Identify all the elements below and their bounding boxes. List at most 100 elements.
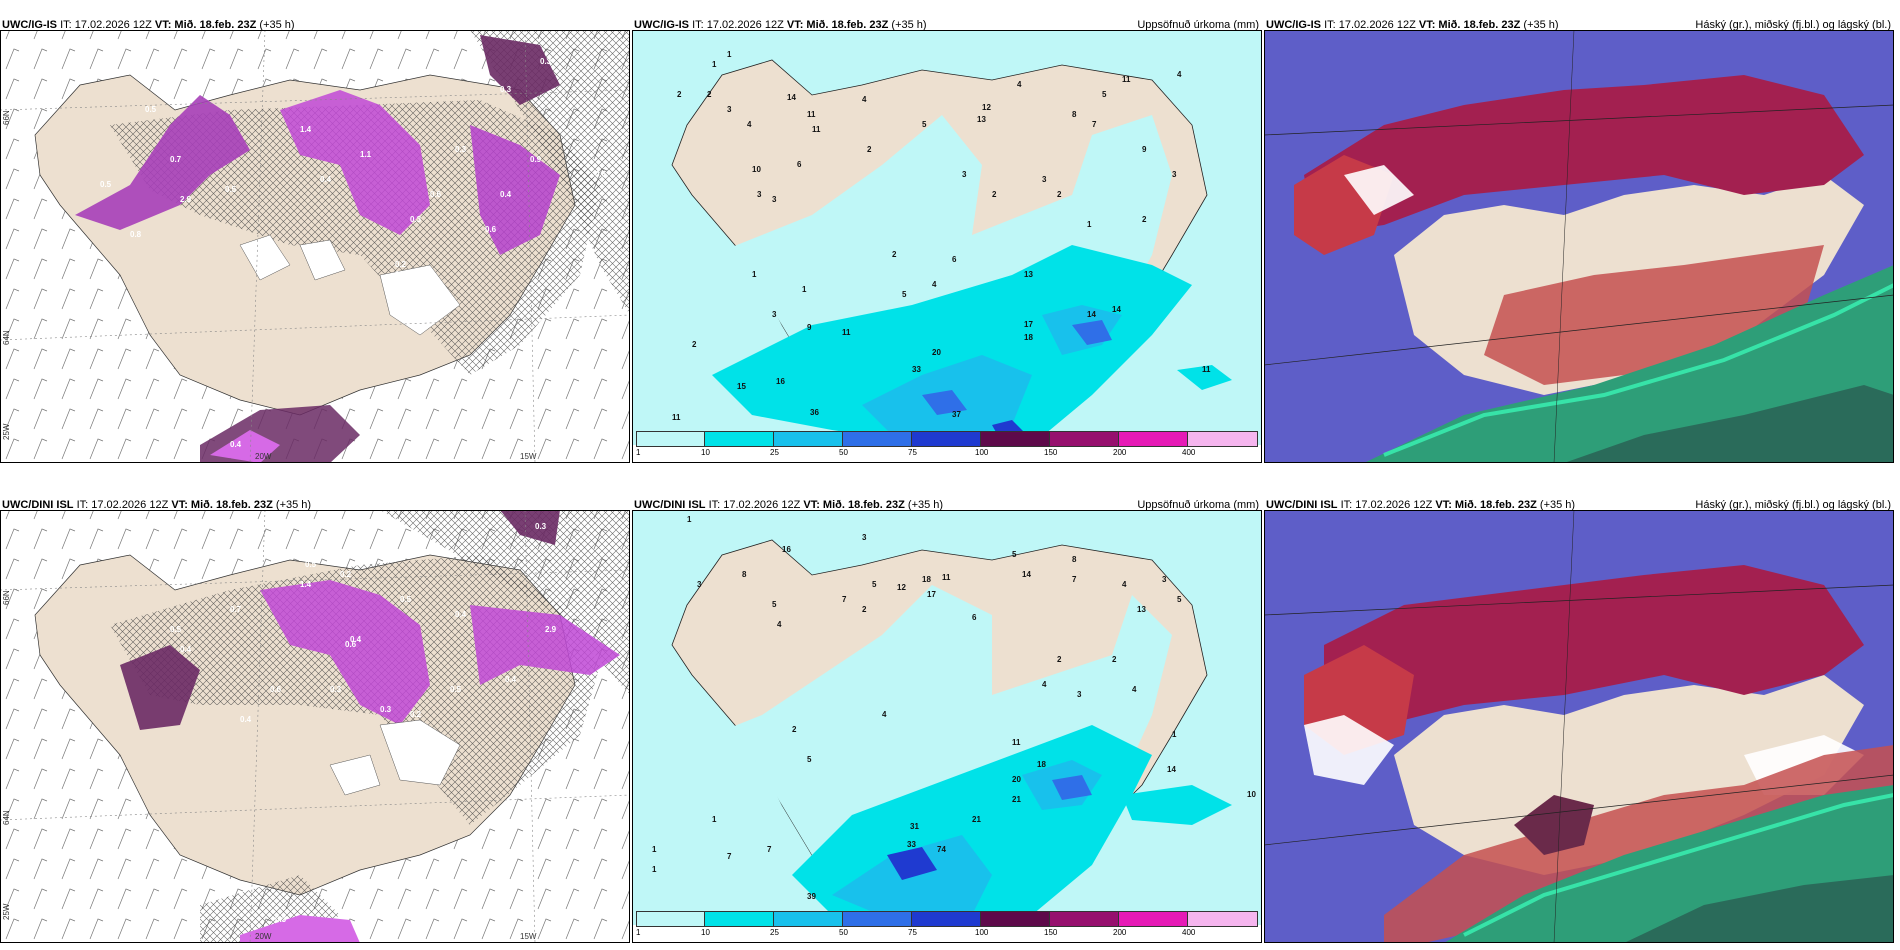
precip-value: 1 <box>752 270 757 279</box>
lead-time: (+35 h) <box>275 499 312 511</box>
snow-value: 0.6 <box>595 170 607 179</box>
precip-value: 33 <box>912 365 921 374</box>
precip-value: 8 <box>1072 555 1077 564</box>
colorbar-tick: 25 <box>770 448 779 457</box>
precip-value: 14 <box>787 93 796 102</box>
colorbar-swatch <box>912 431 981 447</box>
snow-band <box>480 35 560 105</box>
colorbar-tick: 1 <box>636 928 641 937</box>
colorbar-tick: 100 <box>975 448 989 457</box>
snow-value: 0.2 <box>395 270 407 279</box>
panel-cloud-dini: UWC/DINI ISL IT: 17.02.2026 12Z VT: Mið.… <box>1264 495 1894 943</box>
precip-map <box>632 510 1262 925</box>
precip-value: 16 <box>782 545 791 554</box>
precip-value: 11 <box>942 573 951 582</box>
snow-value: 0.6 <box>485 225 497 234</box>
colorbar-tick: 150 <box>1044 928 1058 937</box>
snow-value: 0.3 <box>535 522 547 531</box>
lead-time: (+35 h) <box>1523 19 1559 31</box>
precip-value: 3 <box>772 310 777 319</box>
snow-value: 0.5 <box>450 685 462 694</box>
precip-value: 4 <box>1132 685 1137 694</box>
white-patch <box>1304 715 1394 785</box>
valid-time: Mið. 18.feb. 23Z <box>174 19 257 31</box>
colorbar-swatch <box>1050 431 1119 447</box>
valid-label: VT: <box>154 19 172 31</box>
precip-value: 8 <box>742 570 747 579</box>
precip-value: 14 <box>1022 570 1031 579</box>
precip-value: 15 <box>737 382 746 391</box>
snow-band <box>120 645 200 730</box>
snow-value: 0.5 <box>400 595 412 604</box>
colorbar-tick: 200 <box>1113 928 1127 937</box>
precip-value: 7 <box>1092 120 1097 129</box>
colorbar-swatch <box>981 431 1050 447</box>
precip-value: 9 <box>1142 145 1147 154</box>
white-patch <box>1344 165 1414 215</box>
precip-area <box>832 835 992 920</box>
precip-value: 17 <box>927 590 936 599</box>
init-time: IT: 17.02.2026 12Z <box>76 499 169 511</box>
precip-value: 18 <box>1024 333 1033 342</box>
snow-value: 0.4 <box>230 440 242 449</box>
init-time: IT: 17.02.2026 12Z <box>60 19 152 31</box>
precip-value: 12 <box>897 583 906 592</box>
precip-value: 5 <box>1012 550 1017 559</box>
panel-field-title: Uppsöfnuð úrkoma (mm) <box>1137 499 1259 511</box>
precip-value: 3 <box>697 580 702 589</box>
cloud-mid <box>1484 245 1824 385</box>
precip-value: 4 <box>932 280 937 289</box>
precip-value: 31 <box>910 822 919 831</box>
valid-label: VT: <box>1435 499 1452 511</box>
lead-time: (+35 h) <box>907 499 944 511</box>
lead-time: (+35 h) <box>1539 499 1576 511</box>
precip-value: 3 <box>1172 170 1177 179</box>
valid-time: Mið. 18.feb. 23Z <box>806 19 889 31</box>
lat-label: 66N <box>2 110 11 125</box>
colorbar-tick: 100 <box>975 928 989 937</box>
precip-value: 2 <box>867 145 872 154</box>
precip-value: 2 <box>677 90 682 99</box>
panel-field-title: Háský (gr.), miðský (fj.bl.) og lágský (… <box>1695 499 1891 511</box>
snow-value: 0.7 <box>170 155 182 164</box>
panel-header: UWC/DINI ISL IT: 17.02.2026 12Z VT: Mið.… <box>0 495 630 515</box>
precip-value: 1 <box>802 285 807 294</box>
colorbar-tick: 150 <box>1044 448 1058 457</box>
precip-value: 13 <box>977 115 986 124</box>
colorbar-swatch <box>843 431 912 447</box>
precip-value: 3 <box>1077 690 1082 699</box>
panel-snow-igis: 0.3 0.5 0.7 1.4 2.9 0.8 0.5 0.4 0.3 0.2 … <box>0 15 630 463</box>
snow-band <box>210 430 280 463</box>
snow-value: 0.8 <box>130 230 142 239</box>
precip-value: 3 <box>772 195 777 204</box>
precip-value: 18 <box>1037 760 1046 769</box>
panel-header: UWC/DINI ISL IT: 17.02.2026 12Z VT: Mið.… <box>1264 495 1894 515</box>
colorbar-tick: 10 <box>701 448 710 457</box>
precip-value: 6 <box>952 255 957 264</box>
precip-area <box>1122 785 1232 825</box>
precip-map <box>632 30 1262 445</box>
snow-band <box>280 90 430 235</box>
snow-band <box>75 95 250 230</box>
snow-value: 0.4 <box>350 635 362 644</box>
precip-value: 74 <box>937 845 946 854</box>
precip-value: 4 <box>1017 80 1022 89</box>
init-time: IT: 17.02.2026 12Z <box>708 499 801 511</box>
precip-value: 7 <box>1072 575 1077 584</box>
precip-value: 5 <box>1177 595 1182 604</box>
snow-value: 0.6 <box>270 685 282 694</box>
panel-header: UWC/IG-IS IT: 17.02.2026 12Z VT: Mið. 18… <box>632 15 1262 35</box>
precip-value: 13 <box>1137 605 1146 614</box>
precip-value: 7 <box>767 845 772 854</box>
precip-value: 2 <box>792 725 797 734</box>
precip-value: 1 <box>712 815 717 824</box>
cloud-mid <box>1304 75 1864 235</box>
precip-value: 10 <box>1247 790 1256 799</box>
colorbar-swatch <box>636 431 705 447</box>
precip-value: 4 <box>1177 70 1182 79</box>
panel-precip-igis: 1 1 2 2 3 4 11 14 6 10 11 2 3 3 4 5 12 1… <box>632 15 1262 463</box>
precip-value: 14 <box>1167 765 1176 774</box>
snow-value: 1.4 <box>300 580 312 589</box>
cloud-low-edge <box>1463 793 1894 937</box>
init-time: IT: 17.02.2026 12Z <box>1324 19 1416 31</box>
